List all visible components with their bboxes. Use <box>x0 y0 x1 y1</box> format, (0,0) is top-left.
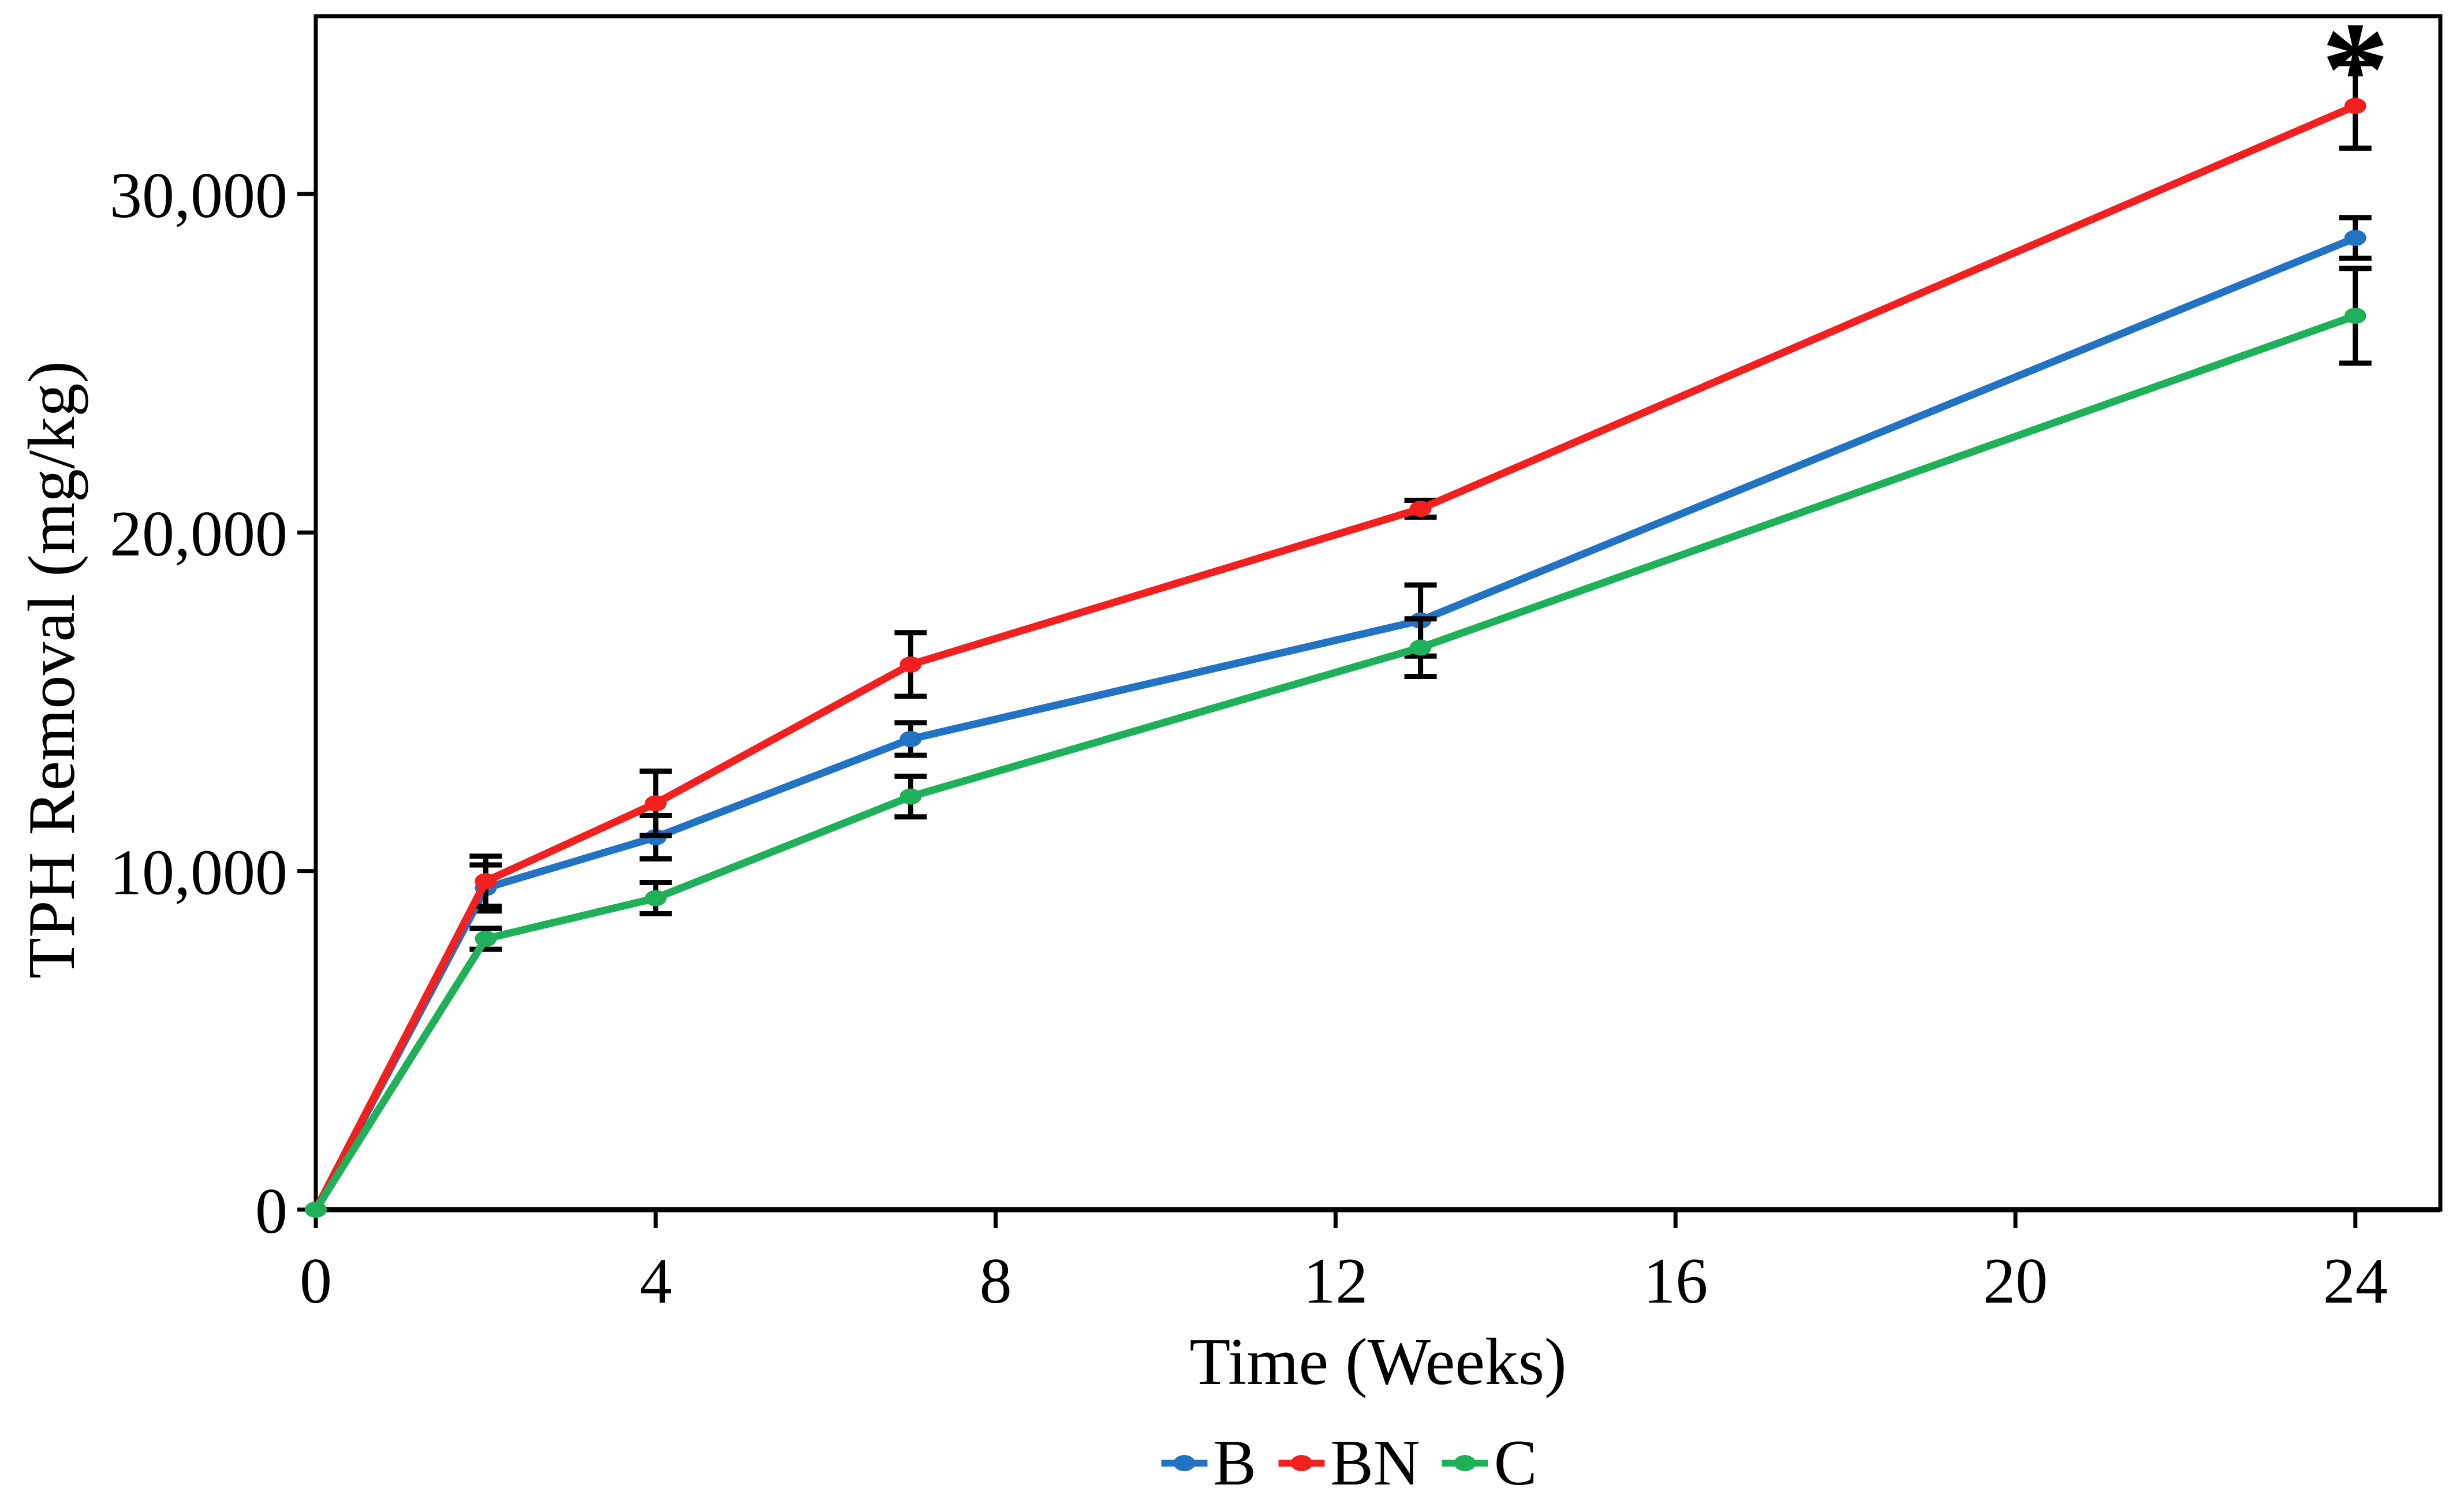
significance-star: * <box>2321 0 2390 144</box>
x-tick-label: 24 <box>2323 1245 2388 1317</box>
legend-marker-B <box>1161 1452 1208 1475</box>
data-point-B <box>2344 230 2366 247</box>
legend-dot-icon <box>1173 1455 1196 1471</box>
x-tick-label: 0 <box>300 1245 332 1317</box>
y-tick-label: 20,000 <box>110 498 288 570</box>
x-tick-label: 4 <box>640 1245 672 1317</box>
x-tick-label: 20 <box>1983 1245 2048 1317</box>
data-point-C <box>899 788 922 805</box>
data-point-C <box>644 890 667 907</box>
x-axis-title: Time (Weeks) <box>1189 1325 1566 1399</box>
data-point-B <box>899 730 922 747</box>
data-point-C <box>305 1202 327 1218</box>
data-point-BN <box>899 656 922 673</box>
y-tick-label: 10,000 <box>110 837 288 909</box>
data-point-BN <box>644 795 667 812</box>
x-tick-label: 16 <box>1643 1245 1708 1317</box>
series-line-B <box>312 234 2360 1214</box>
data-point-BN <box>475 873 497 890</box>
series-line-BN <box>312 102 2360 1214</box>
legend-dot-icon <box>1454 1455 1476 1471</box>
data-point-BN <box>2344 98 2366 114</box>
legend-item-BN: BN <box>1278 1431 1420 1495</box>
legend-label-C: C <box>1494 1427 1537 1499</box>
legend-item-C: C <box>1442 1431 1537 1495</box>
legend-label-BN: BN <box>1330 1427 1420 1499</box>
y-tick-label: 30,000 <box>110 160 288 232</box>
x-tick-label: 8 <box>980 1245 1012 1317</box>
data-point-C <box>1409 639 1432 656</box>
data-point-C <box>2344 307 2366 324</box>
plot-frame <box>313 14 2443 1212</box>
legend-marker-C <box>1442 1452 1488 1475</box>
series-line-C <box>312 312 2360 1214</box>
legend-marker-BN <box>1278 1452 1325 1475</box>
x-tick-label: 12 <box>1303 1245 1368 1317</box>
data-point-BN <box>1409 501 1432 517</box>
legend: B BN C <box>1161 1427 1537 1499</box>
y-tick-label: 0 <box>255 1176 288 1247</box>
data-point-C <box>475 930 497 947</box>
legend-dot-icon <box>1290 1455 1313 1471</box>
legend-item-B: B <box>1161 1427 1257 1499</box>
legend-label-B: B <box>1213 1427 1257 1499</box>
y-axis-title: TPH Removal (mg/kg) <box>15 361 89 979</box>
